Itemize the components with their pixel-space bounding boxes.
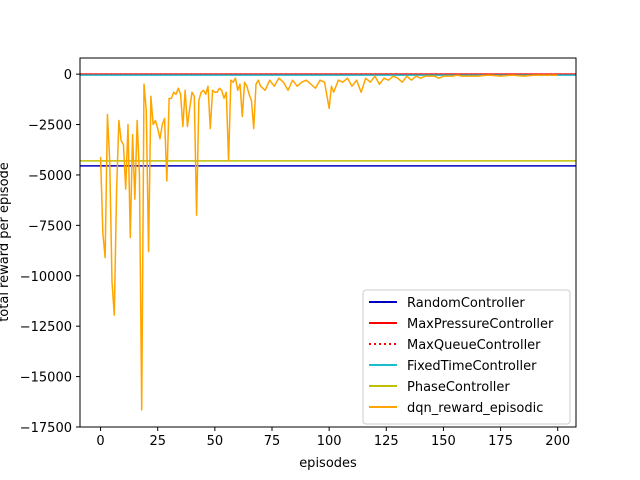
series-line-dqn_reward_episodic — [99, 74, 558, 411]
x-axis-label: episodes — [299, 456, 357, 471]
legend-label: PhaseController — [407, 380, 510, 395]
legend: RandomController MaxPressureController Max… — [362, 289, 571, 425]
legend-label: MaxPressureController — [407, 317, 554, 332]
y-tick-label: −12500 — [20, 320, 72, 335]
x-tick-label: 125 — [374, 434, 399, 449]
axes-frame — [79, 57, 577, 428]
y-tick-label: −7500 — [28, 219, 72, 234]
legend-label: FixedTimeController — [407, 359, 537, 374]
x-tick-label: 75 — [264, 434, 281, 449]
axes — [79, 57, 577, 428]
y-tick-label: −17500 — [20, 421, 72, 436]
legend-label: MaxQueueController — [407, 338, 541, 353]
legend-label: dqn_reward_episodic — [407, 401, 543, 416]
x-tick-label: 200 — [545, 434, 570, 449]
legend-box — [362, 289, 571, 425]
x-tick-label: 150 — [431, 434, 456, 449]
y-tick-label: −10000 — [20, 270, 72, 285]
y-axis-label: total reward per episode — [0, 162, 12, 322]
y-tick-label: 0 — [64, 68, 72, 83]
y-tick-label: −2500 — [28, 119, 72, 134]
y-tick-label: −5000 — [28, 169, 72, 184]
legend-label: RandomController — [407, 296, 525, 311]
y-tick-label: −15000 — [20, 371, 72, 386]
x-tick-label: 25 — [149, 434, 166, 449]
x-tick-label: 0 — [96, 434, 104, 449]
x-tick-label: 100 — [317, 434, 342, 449]
x-tick-label: 175 — [488, 434, 513, 449]
plot-area — [80, 73, 576, 411]
tick-marks: 0 25 50 75 100 125 150 175 200 0 −2500 −5000 −7500 −1… — [20, 68, 570, 449]
x-tick-label: 50 — [207, 434, 224, 449]
